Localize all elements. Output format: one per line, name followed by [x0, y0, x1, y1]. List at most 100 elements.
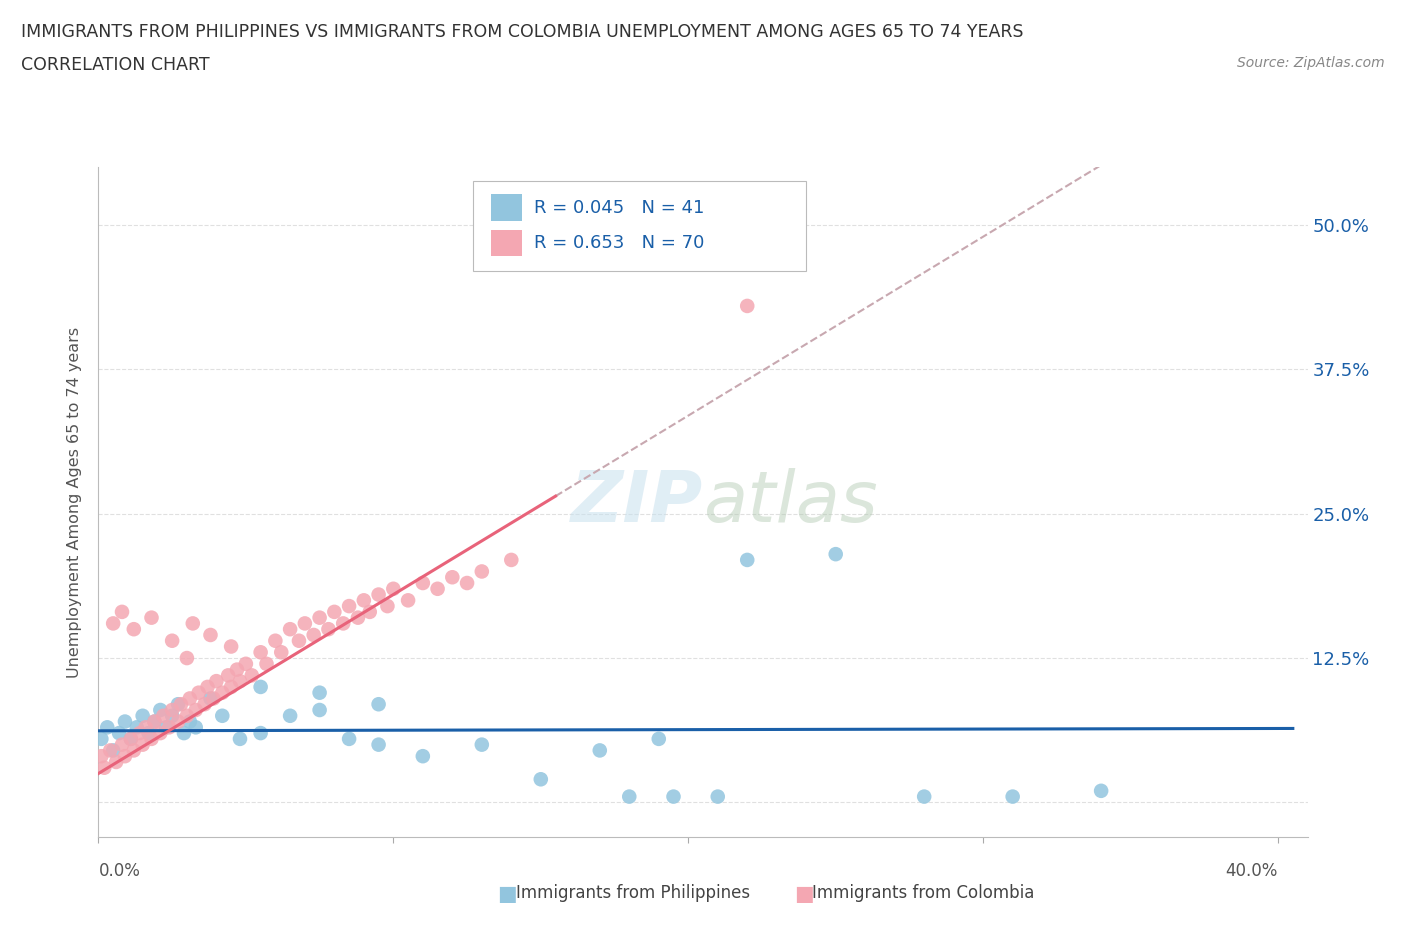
Text: 0.0%: 0.0% [98, 862, 141, 881]
Point [302, 628, 325, 643]
Point [179, 691, 201, 706]
Point [353, 593, 375, 608]
Point [141, 610, 163, 625]
Point [912, 790, 935, 804]
Point [337, 731, 360, 746]
Point [235, 657, 257, 671]
Text: CORRELATION CHART: CORRELATION CHART [21, 56, 209, 73]
Text: Immigrants from Colombia: Immigrants from Colombia [811, 884, 1035, 902]
Point [96, 720, 118, 735]
Point [128, 725, 150, 740]
Point [824, 547, 846, 562]
Point [456, 576, 478, 591]
Point [377, 599, 399, 614]
Point [149, 702, 172, 717]
Point [122, 743, 145, 758]
Point [200, 628, 222, 643]
Point [101, 743, 124, 758]
Point [120, 731, 142, 746]
Y-axis label: Unemployment Among Ages 65 to 74 years: Unemployment Among Ages 65 to 74 years [67, 326, 83, 678]
Point [426, 581, 449, 596]
Point [662, 790, 685, 804]
Text: IMMIGRANTS FROM PHILIPPINES VS IMMIGRANTS FROM COLOMBIA UNEMPLOYMENT AMONG AGES : IMMIGRANTS FROM PHILIPPINES VS IMMIGRANT… [21, 23, 1024, 41]
Point [184, 720, 207, 735]
Point [143, 714, 166, 729]
Point [735, 299, 758, 313]
Point [219, 639, 242, 654]
Point [1001, 790, 1024, 804]
Point [308, 685, 330, 700]
Point [141, 731, 163, 746]
Point [359, 604, 381, 619]
Point [530, 772, 553, 787]
Point [176, 709, 198, 724]
Point [412, 576, 434, 591]
Point [211, 685, 233, 700]
Point [240, 668, 263, 683]
Text: Immigrants from Philippines: Immigrants from Philippines [516, 884, 749, 902]
Point [176, 651, 198, 666]
Text: ■: ■ [793, 884, 814, 904]
Text: Source: ZipAtlas.com: Source: ZipAtlas.com [1237, 56, 1385, 70]
Point [229, 731, 252, 746]
Point [1090, 783, 1112, 798]
FancyBboxPatch shape [492, 230, 522, 257]
Point [308, 610, 330, 625]
Point [90, 749, 112, 764]
Point [160, 709, 183, 724]
Point [249, 680, 271, 695]
Point [501, 552, 523, 567]
Point [131, 737, 153, 752]
Point [202, 691, 225, 706]
Point [155, 720, 177, 735]
Point [197, 680, 219, 695]
Point [396, 593, 419, 608]
Point [412, 749, 434, 764]
Point [114, 714, 136, 729]
Point [114, 749, 136, 764]
Point [226, 662, 249, 677]
Point [179, 714, 201, 729]
Point [105, 754, 128, 769]
Point [108, 725, 131, 740]
Point [184, 702, 207, 717]
Point [90, 731, 112, 746]
Point [152, 709, 174, 724]
Point [249, 644, 271, 659]
Point [382, 581, 405, 596]
Point [318, 622, 340, 637]
Point [256, 657, 278, 671]
Point [111, 737, 134, 752]
Point [219, 680, 242, 695]
Point [264, 633, 287, 648]
Point [160, 702, 183, 717]
Point [367, 737, 389, 752]
Point [294, 616, 316, 631]
Point [735, 552, 758, 567]
Text: atlas: atlas [703, 468, 877, 537]
Point [194, 697, 217, 711]
Point [347, 610, 370, 625]
Point [323, 604, 346, 619]
Point [308, 702, 330, 717]
Point [111, 604, 134, 619]
Text: R = 0.045   N = 41: R = 0.045 N = 41 [534, 199, 704, 217]
Point [173, 725, 195, 740]
Point [138, 725, 160, 740]
Point [135, 720, 157, 735]
Text: R = 0.653   N = 70: R = 0.653 N = 70 [534, 234, 704, 252]
Point [278, 622, 301, 637]
Point [441, 570, 464, 585]
Point [288, 633, 311, 648]
FancyBboxPatch shape [474, 180, 806, 272]
Point [120, 731, 142, 746]
Point [648, 731, 671, 746]
Point [167, 697, 190, 711]
Point [101, 616, 124, 631]
Point [367, 697, 389, 711]
Point [619, 790, 641, 804]
Point [471, 564, 494, 578]
Point [160, 633, 183, 648]
Point [337, 599, 360, 614]
Point [270, 644, 292, 659]
